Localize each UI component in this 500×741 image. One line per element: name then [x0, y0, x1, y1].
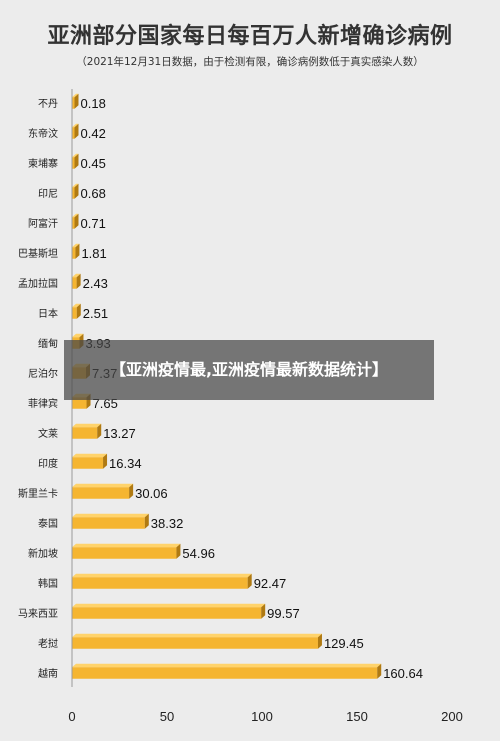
bar-top	[72, 453, 108, 458]
overlay-banner[interactable]: 【亚洲疫情最,亚洲疫情最新数据统计】	[64, 340, 434, 400]
bar	[72, 127, 75, 139]
bar-side	[74, 213, 79, 229]
value-label: 0.42	[81, 126, 106, 141]
bar-top	[72, 93, 79, 98]
category-label: 文莱	[38, 427, 58, 440]
value-label: 0.68	[81, 186, 106, 201]
bar-top	[72, 483, 134, 488]
bar-side	[74, 123, 79, 139]
bar-side	[261, 603, 266, 619]
category-label: 韩国	[38, 577, 58, 590]
x-tick-label: 100	[251, 709, 273, 724]
category-label: 泰国	[38, 517, 58, 530]
bar-side	[103, 453, 108, 469]
bar-top	[72, 513, 149, 518]
bar-side	[129, 483, 134, 499]
bar-side	[317, 633, 322, 649]
value-label: 13.27	[103, 426, 136, 441]
x-tick-label: 150	[346, 709, 368, 724]
bar-top	[72, 153, 79, 158]
value-label: 0.71	[81, 216, 106, 231]
category-label: 阿富汗	[28, 217, 58, 230]
x-tick-label: 0	[68, 709, 75, 724]
value-label: 38.32	[151, 516, 184, 531]
value-label: 160.64	[383, 666, 423, 681]
bar-top	[72, 663, 382, 668]
bar	[72, 397, 87, 409]
bar-side	[74, 153, 79, 169]
bar-side	[76, 273, 81, 289]
category-label: 斯里兰卡	[18, 487, 58, 500]
bar	[72, 97, 75, 109]
chart-title: 亚洲部分国家每日每百万人新增确诊病例	[47, 24, 453, 49]
bar	[72, 187, 75, 199]
bar-top	[72, 213, 79, 218]
category-label: 不丹	[38, 98, 58, 110]
bar	[72, 517, 145, 529]
bar-top	[72, 123, 79, 128]
bar-side	[144, 513, 149, 529]
category-label: 菲律宾	[28, 397, 58, 410]
bar-top	[72, 423, 102, 428]
bar-top	[72, 273, 81, 278]
value-label: 30.06	[135, 486, 168, 501]
chart-subtitle: （2021年12月31日数据，由于检测有限，确诊病例数低于真实感染人数）	[76, 56, 424, 68]
bar-top	[72, 333, 84, 338]
category-label: 尼泊尔	[28, 367, 58, 380]
category-label: 印度	[38, 457, 58, 470]
bar	[72, 307, 77, 319]
category-label: 新加坡	[28, 547, 58, 560]
bar-side	[74, 93, 79, 109]
value-label: 1.81	[81, 246, 106, 261]
category-label: 马来西亚	[18, 608, 58, 620]
bar	[72, 247, 76, 259]
category-label: 巴基斯坦	[18, 247, 58, 260]
bar-side	[75, 243, 80, 259]
bar-top	[72, 303, 81, 308]
bar-top	[72, 633, 322, 638]
category-label: 日本	[38, 307, 58, 320]
category-label: 缅甸	[38, 337, 58, 350]
category-label: 柬埔寨	[28, 157, 58, 170]
value-label: 2.51	[83, 306, 108, 321]
bar-side	[176, 543, 181, 559]
bar-top	[72, 543, 181, 548]
bar	[72, 577, 248, 589]
bar-side	[76, 303, 81, 319]
bar-top	[72, 573, 252, 578]
bar	[72, 667, 378, 679]
value-label: 16.34	[109, 456, 142, 471]
bar-top	[72, 243, 80, 248]
bar	[72, 217, 75, 229]
value-label: 54.96	[182, 546, 215, 561]
bar	[72, 637, 318, 649]
value-label: 99.57	[267, 606, 300, 621]
value-label: 92.47	[254, 576, 287, 591]
value-label: 129.45	[324, 636, 364, 651]
value-label: 0.18	[81, 96, 106, 111]
bar-side	[97, 423, 102, 439]
category-label: 孟加拉国	[18, 277, 58, 290]
x-tick-label: 50	[160, 709, 174, 724]
bar	[72, 487, 130, 499]
bar-top	[72, 603, 266, 608]
bar	[72, 277, 77, 289]
bar-side	[377, 663, 382, 679]
bar-side	[74, 183, 79, 199]
bar	[72, 427, 98, 439]
x-tick-label: 200	[441, 709, 463, 724]
value-label: 2.43	[83, 276, 108, 291]
bar-side	[247, 573, 252, 589]
bar	[72, 157, 75, 169]
bar	[72, 547, 177, 559]
bar	[72, 607, 262, 619]
x-axis: 0 50 100 150 200	[68, 89, 463, 724]
bar	[72, 457, 104, 469]
category-label: 越南	[38, 667, 58, 680]
value-label: 0.45	[81, 156, 106, 171]
category-label: 印尼	[38, 188, 58, 200]
category-label: 东帝汶	[28, 127, 58, 140]
category-label: 老挝	[38, 637, 58, 650]
bar-top	[72, 183, 79, 188]
